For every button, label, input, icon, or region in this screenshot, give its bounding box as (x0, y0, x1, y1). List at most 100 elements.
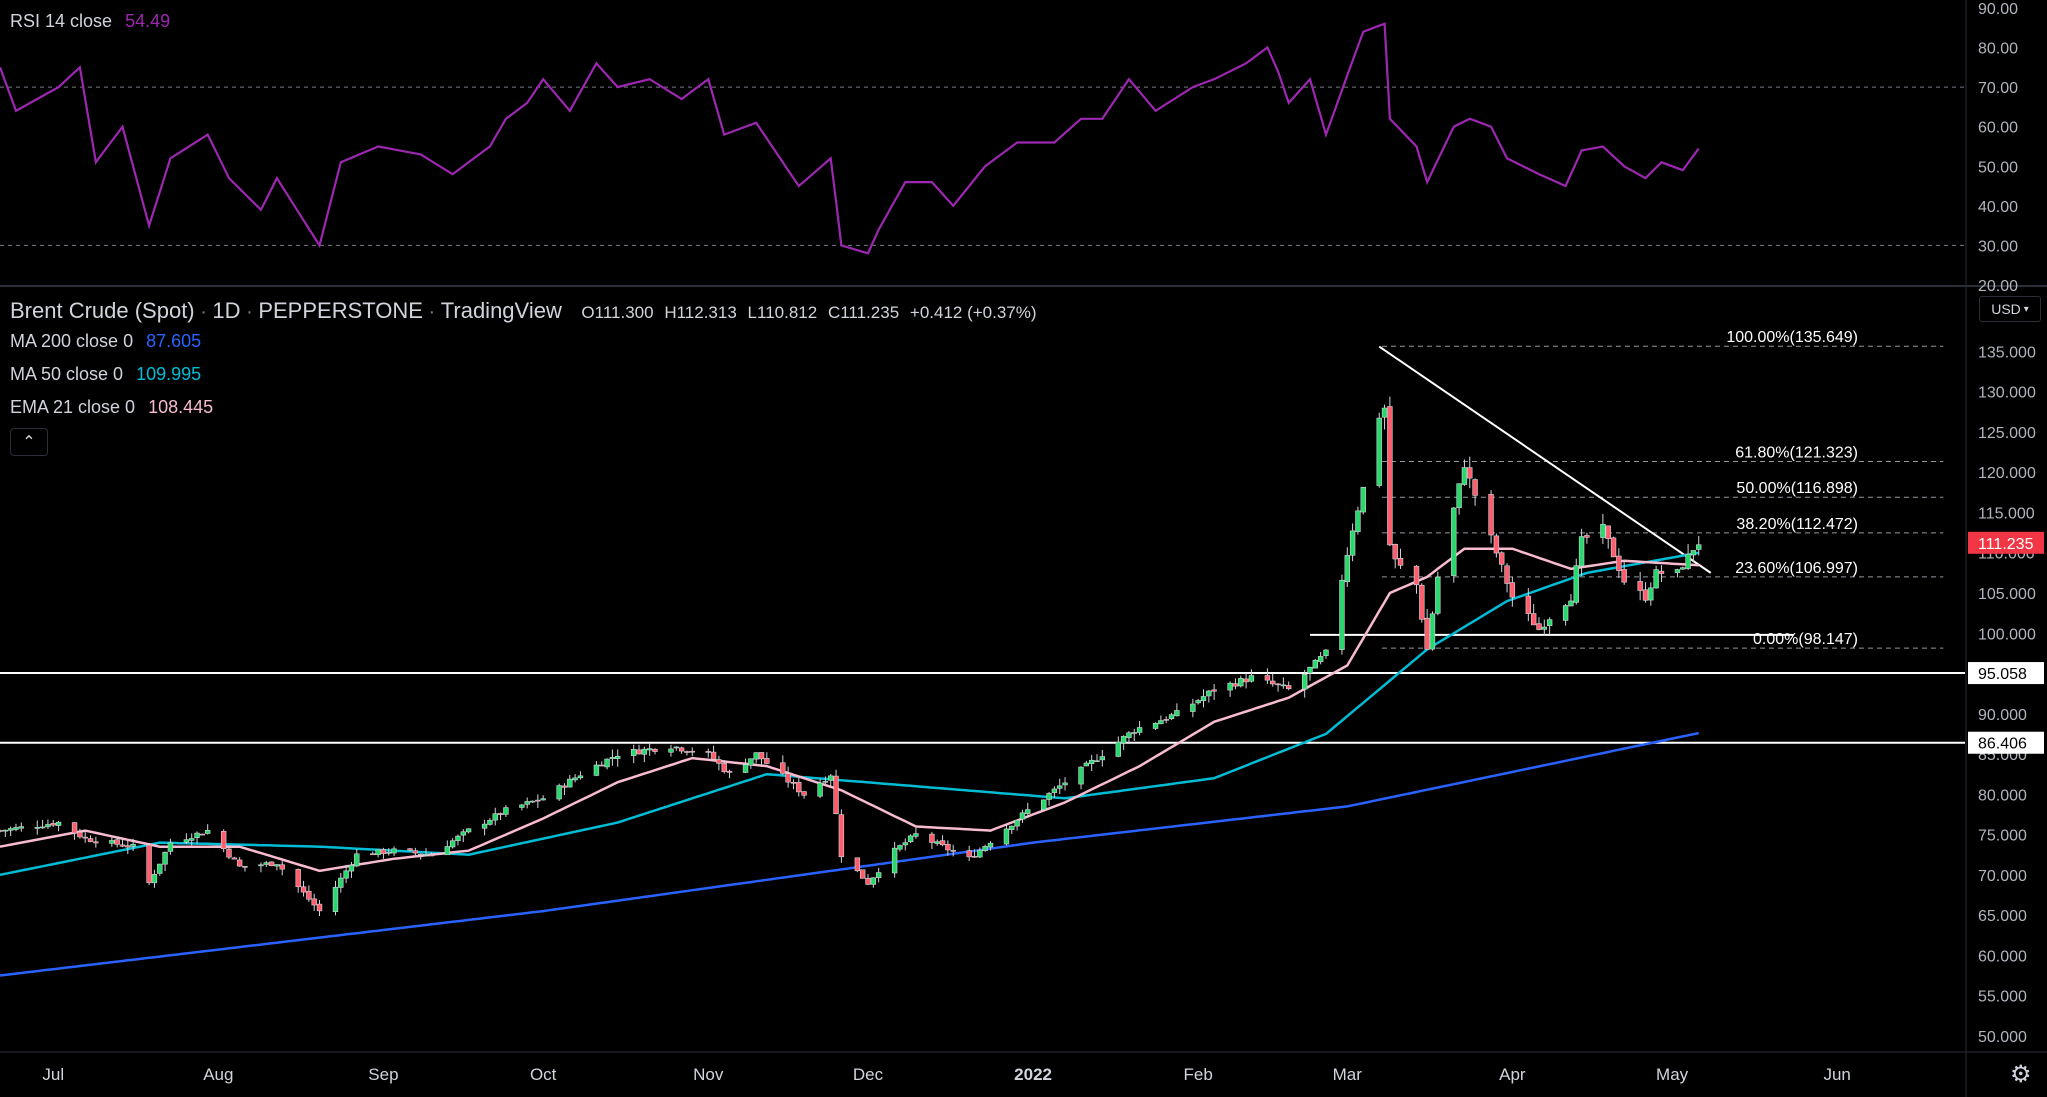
candle-body (1610, 537, 1617, 558)
candle-body (838, 814, 845, 858)
candle-body (785, 773, 791, 783)
candle-body (167, 842, 174, 852)
candle-body (1323, 649, 1329, 656)
time-axis-label: Feb (1184, 1065, 1213, 1084)
candle-body (1270, 680, 1276, 685)
candle-body (204, 830, 211, 834)
candle-body (1616, 555, 1622, 571)
price-tick-label: 60.000 (1978, 948, 2027, 965)
candle-body (497, 813, 504, 815)
candle-body (742, 764, 749, 773)
candle-body (1099, 756, 1106, 761)
candle-body (7, 828, 14, 831)
candle-body (1413, 565, 1420, 586)
candle-body (684, 751, 690, 753)
open-label: O (581, 303, 595, 322)
candle-body (1584, 535, 1590, 538)
candle-body (50, 823, 56, 826)
rsi-tick-label: 60.00 (1978, 120, 2018, 137)
candle-body (151, 874, 158, 884)
candle-body (646, 748, 653, 751)
candle-body (801, 791, 807, 796)
candle-body (13, 827, 19, 830)
candle-body (721, 763, 727, 772)
candle-body (1605, 525, 1611, 539)
candle-body (1525, 595, 1532, 614)
chart-settings-button[interactable]: ⚙ (2010, 1060, 2032, 1089)
close-value: 111.235 (840, 303, 900, 322)
candle-body (487, 820, 493, 825)
candle-body (902, 842, 908, 846)
price-tick-label: 55.000 (1978, 989, 2027, 1006)
candle-body (55, 821, 62, 826)
candle-body (1312, 659, 1319, 669)
candle-body (897, 845, 903, 850)
candle-body (220, 830, 227, 850)
candle-body (790, 782, 797, 784)
candle-body (604, 758, 610, 768)
price-tick-label: 135.000 (1978, 344, 2036, 361)
indicator-ma50[interactable]: MA 50 close 0 109.995 (10, 364, 201, 385)
time-axis-label: Jun (1823, 1065, 1850, 1084)
candle-body (1467, 467, 1473, 479)
interval[interactable]: 1D (212, 298, 241, 323)
candle-body (162, 851, 168, 865)
candle-body (758, 752, 765, 760)
rsi-tick-label: 90.00 (1978, 1, 2018, 18)
ma200-line (0, 731, 1699, 977)
candle-body (1339, 579, 1345, 650)
candle-body (1211, 689, 1217, 692)
time-axis-label: Sep (368, 1065, 398, 1084)
candle-body (764, 758, 770, 764)
candle-body (1131, 732, 1137, 734)
candle-body (1206, 690, 1212, 697)
candle-body (950, 850, 956, 852)
symbol-name[interactable]: Brent Crude (Spot) (10, 298, 195, 323)
candle-body (1344, 555, 1350, 582)
candle-body (1658, 570, 1665, 574)
high-label: H (664, 303, 677, 322)
candle-body (2, 829, 9, 832)
candle-body (109, 840, 115, 844)
candle-body (710, 751, 717, 760)
candle-body (1317, 656, 1324, 662)
ma200-label: MA 200 close 0 (10, 331, 134, 351)
candle-body (199, 833, 206, 836)
candle-body (1573, 565, 1579, 603)
candle-body (615, 755, 621, 759)
candle-body (114, 839, 120, 845)
candle-body (1009, 825, 1015, 830)
time-axis-label: Oct (530, 1065, 557, 1084)
candle-body (375, 849, 381, 855)
price-tick-label: 115.000 (1978, 505, 2035, 522)
candle-body (1232, 683, 1239, 687)
chevron-down-icon: ▾ (2023, 303, 2029, 315)
candle-body (652, 748, 658, 752)
candle-body (1648, 587, 1654, 601)
candle-body (1355, 510, 1361, 532)
indicator-ema21[interactable]: EMA 21 close 0 108.445 (10, 397, 213, 418)
candle-body (1392, 544, 1398, 560)
time-axis-label: Apr (1499, 1065, 1526, 1084)
time-axis-label: Nov (693, 1065, 724, 1084)
candle-body (1248, 675, 1255, 682)
candle-body (561, 785, 568, 788)
time-axis-label: 2022 (1014, 1065, 1052, 1084)
collapse-legend-button[interactable]: ⌃ (10, 428, 48, 456)
low-value: 110.812 (757, 303, 818, 322)
ema21-line (0, 547, 1699, 873)
currency-selector[interactable]: USD ▾ (1979, 296, 2041, 322)
indicator-ma200[interactable]: MA 200 close 0 87.605 (10, 331, 201, 352)
candle-body (481, 823, 488, 829)
candle-body (348, 864, 355, 872)
candle-body (1642, 589, 1649, 601)
candle-body (929, 833, 935, 843)
candle-body (77, 831, 83, 838)
price-tick-label: 100.000 (1978, 626, 2036, 643)
candle-body (907, 835, 914, 843)
candle-body (987, 842, 994, 848)
candle-body (1190, 703, 1196, 712)
candle-body (263, 862, 269, 865)
candle-body (354, 853, 360, 867)
